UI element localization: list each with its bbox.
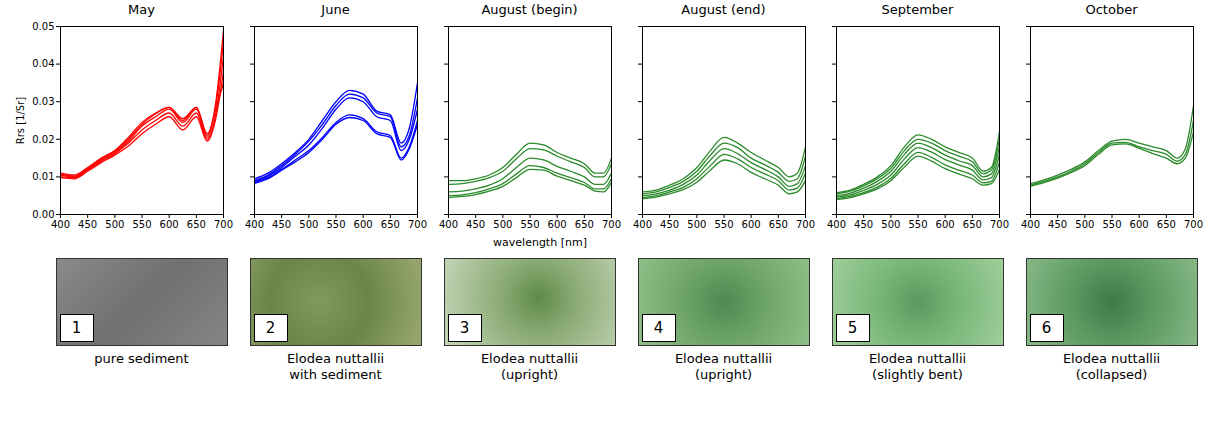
- html-text:5: 5: [847, 319, 858, 337]
- svg-text:700: 700: [990, 219, 1009, 230]
- svg-text:500: 500: [881, 219, 900, 230]
- html-text:June: June: [321, 2, 350, 17]
- html-text:May: May: [128, 2, 155, 17]
- html-text:wavelength [nm]: wavelength [nm]: [493, 236, 587, 249]
- html-text:Elodea nuttallii: Elodea nuttallii: [674, 351, 773, 366]
- svg-text:0.04: 0.04: [32, 58, 54, 69]
- svg-text:550: 550: [1102, 219, 1121, 230]
- svg-text:450: 450: [660, 219, 679, 230]
- svg-text:650: 650: [187, 219, 206, 230]
- svg-text:650: 650: [963, 219, 982, 230]
- html-text:(slightly bent): (slightly bent): [872, 367, 963, 382]
- svg-text:600: 600: [160, 219, 179, 230]
- html-text:4: 4: [653, 319, 664, 337]
- html-text:Elodea nuttallii: Elodea nuttallii: [480, 351, 579, 366]
- svg-text:550: 550: [908, 219, 927, 230]
- svg-text:650: 650: [1157, 219, 1176, 230]
- html-text:2: 2: [265, 319, 276, 337]
- svg-text:700: 700: [602, 219, 621, 230]
- svg-text:450: 450: [854, 219, 873, 230]
- html-text:3: 3: [459, 319, 470, 337]
- svg-text:450: 450: [466, 219, 485, 230]
- svg-text:550: 550: [132, 219, 151, 230]
- svg-text:650: 650: [575, 219, 594, 230]
- svg-text:700: 700: [796, 219, 815, 230]
- svg-text:600: 600: [1130, 219, 1149, 230]
- svg-text:600: 600: [354, 219, 373, 230]
- svg-text:0.02: 0.02: [32, 134, 54, 145]
- svg-text:0.01: 0.01: [32, 171, 54, 182]
- html-text:Elodea nuttallii: Elodea nuttallii: [868, 351, 967, 366]
- svg-text:0.00: 0.00: [32, 209, 54, 220]
- svg-text:400: 400: [1021, 219, 1040, 230]
- svg-text:Rrs [1/Sr]: Rrs [1/Sr]: [15, 97, 26, 145]
- svg-text:700: 700: [214, 219, 233, 230]
- svg-text:600: 600: [548, 219, 567, 230]
- html-text:Elodea nuttallii: Elodea nuttallii: [286, 351, 385, 366]
- svg-text:700: 700: [1184, 219, 1203, 230]
- svg-text:600: 600: [742, 219, 761, 230]
- svg-text:400: 400: [827, 219, 846, 230]
- html-text:(collapsed): (collapsed): [1075, 367, 1148, 382]
- html-text:Elodea nuttallii: Elodea nuttallii: [1062, 351, 1161, 366]
- svg-text:500: 500: [105, 219, 124, 230]
- svg-text:550: 550: [520, 219, 539, 230]
- svg-text:600: 600: [936, 219, 955, 230]
- svg-text:500: 500: [493, 219, 512, 230]
- html-text:August (end): August (end): [681, 2, 766, 17]
- html-text:(upright): (upright): [694, 367, 753, 382]
- svg-text:400: 400: [633, 219, 652, 230]
- svg-text:500: 500: [299, 219, 318, 230]
- html-text:September: September: [881, 2, 954, 17]
- svg-text:700: 700: [408, 219, 427, 230]
- svg-text:550: 550: [326, 219, 345, 230]
- svg-text:450: 450: [1048, 219, 1067, 230]
- html-text:(upright): (upright): [500, 367, 559, 382]
- svg-text:400: 400: [51, 219, 70, 230]
- svg-text:450: 450: [78, 219, 97, 230]
- svg-text:550: 550: [714, 219, 733, 230]
- svg-text:650: 650: [381, 219, 400, 230]
- svg-text:500: 500: [1075, 219, 1094, 230]
- html-text:with sediment: with sediment: [289, 367, 382, 382]
- svg-text:0.05: 0.05: [32, 21, 54, 32]
- svg-text:500: 500: [687, 219, 706, 230]
- html-text:6: 6: [1041, 319, 1052, 337]
- html-text:August (begin): August (begin): [481, 2, 578, 17]
- svg-text:450: 450: [272, 219, 291, 230]
- html-text:pure sediment: pure sediment: [94, 351, 189, 366]
- svg-text:400: 400: [245, 219, 264, 230]
- html-text:1: 1: [71, 319, 82, 337]
- html-text:October: October: [1085, 2, 1138, 17]
- svg-text:400: 400: [439, 219, 458, 230]
- svg-text:0.03: 0.03: [32, 96, 54, 107]
- svg-text:650: 650: [769, 219, 788, 230]
